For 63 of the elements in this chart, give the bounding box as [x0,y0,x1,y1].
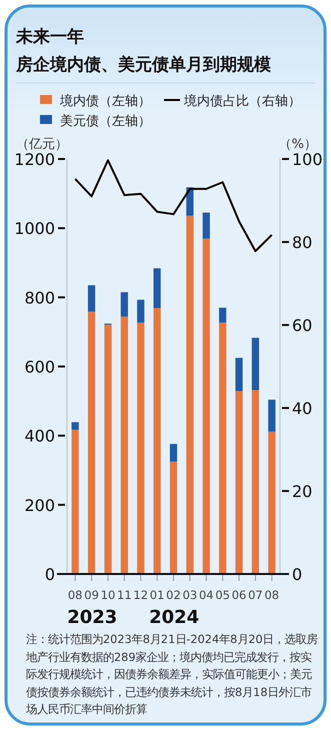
bar [120,292,128,317]
bar [137,300,144,323]
chart-title: 未来一年 [15,27,84,47]
y-tick-label: 200 [24,496,55,515]
text: 注：统计范围为2023年8月21日-2024年8月20日，选取房地产行业有数据的289家企业；境内债均已完成发行，按实际发行规模统计，因债券余额差异，实际值可能更小；美元债按债券余额统计，已违约债券未统计，按8月18日外汇市场人民币汇率中间价折算 [26,632,318,718]
legend-label: 境内债（左轴） [59,93,151,109]
x-tick-label: 02 [166,588,181,602]
bar [235,391,243,574]
x-tick-label: 10 [100,588,116,602]
x-tick-label: 07 [248,588,263,602]
bar [154,308,161,574]
bar [137,322,144,574]
bar [219,322,226,574]
x-tick-label: 03 [182,588,198,602]
x-tick-label: 08 [264,588,280,602]
y2-tick-label: 40 [292,399,312,418]
bar [235,358,243,392]
y-tick-label: 600 [24,358,55,376]
text: 2024 [149,607,200,628]
bar [252,338,260,390]
y2-tick-label: 60 [292,316,312,335]
bar [219,308,226,323]
y2-tick-label: 20 [292,482,312,501]
bar [170,444,178,462]
x-tick-label: 09 [84,588,99,602]
y-tick-label: 400 [24,426,55,446]
legend-label: 美元债（左轴） [60,113,151,129]
x-tick-label: 05 [215,588,230,602]
y2-tick-label: 80 [292,233,312,252]
x-tick-label: 06 [232,588,246,602]
bar [202,212,210,239]
bar [120,316,128,574]
y2-axis-title: （%） [278,137,317,152]
bar [186,216,194,574]
bar [170,462,178,574]
y-tick-label: 1200 [14,150,55,169]
bar [268,400,276,432]
bar [154,268,161,308]
y-tick-label: 1000 [14,219,55,238]
bar [88,285,96,312]
text: 2023 [67,607,118,628]
bar [252,390,260,574]
bar [268,432,276,574]
bar [72,430,79,574]
bar [104,324,112,574]
y-tick-label: 0 [44,565,55,584]
legend-item: 境内债（左轴） [40,94,151,109]
legend-item: 境内债占比（右轴） [164,94,301,109]
x-tick-label: 01 [150,588,164,602]
y2-tick-label: 0 [292,565,302,584]
y-tick-label: 800 [24,288,55,308]
y2-tick-label: 100 [292,150,323,169]
x-tick-label: 12 [133,588,148,602]
y-axis-title: （亿元） [16,137,68,152]
bar [72,422,79,430]
bar [88,312,96,574]
bar [202,238,210,574]
legend-label: 境内债占比（右轴） [183,93,301,109]
x-tick-label: 04 [198,588,214,602]
x-tick-label: 08 [68,588,83,602]
x-tick-label: 11 [117,588,132,602]
chart-subtitle: 房企境内债、美元债单月到期规模 [15,55,271,75]
legend-item: 美元债（左轴） [40,114,151,129]
